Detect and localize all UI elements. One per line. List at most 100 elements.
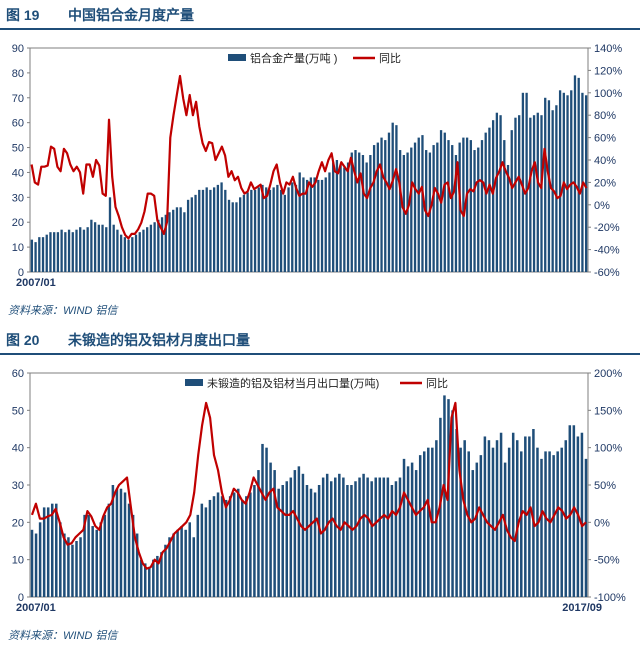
right-tick-label: -20% <box>594 222 620 234</box>
bar <box>418 455 422 597</box>
figure-19-title: 中国铝合金月度产量 <box>68 7 194 23</box>
bar <box>46 507 50 597</box>
bar <box>281 485 284 597</box>
left-tick-label: 20 <box>12 217 24 229</box>
bar <box>190 197 193 272</box>
bar <box>156 555 159 597</box>
right-tick-label: -40% <box>594 245 620 257</box>
aluminum-alloy-production-chart: 0 10 20 30 40 50 60 70 80 90 -60% -40% -20% 0% 20% 40% 6… <box>12 43 623 289</box>
bar <box>224 189 227 272</box>
bar <box>451 410 454 597</box>
bar <box>228 496 232 597</box>
bar <box>60 229 63 272</box>
bar <box>160 217 164 272</box>
bar <box>261 184 264 272</box>
bar <box>108 197 112 272</box>
bar <box>358 152 361 272</box>
bar <box>209 189 212 272</box>
bar <box>467 451 470 597</box>
bar <box>257 470 260 597</box>
bar <box>123 237 127 272</box>
bar <box>301 473 305 597</box>
bar <box>471 470 475 597</box>
bar <box>354 481 357 597</box>
figure-20-panel: 图 20 未锻造的铝及铝材月度出口量 0 10 20 30 40 50 60 -100% -50… <box>0 325 640 647</box>
bar <box>469 140 472 272</box>
bar <box>370 481 373 597</box>
bar <box>436 142 439 272</box>
bar <box>188 522 191 597</box>
bar <box>245 496 248 597</box>
legend-bar-swatch <box>228 54 246 61</box>
right-tick-label: 0% <box>594 200 610 212</box>
bar <box>227 199 231 272</box>
bar <box>168 537 171 597</box>
bar <box>298 172 301 272</box>
bar <box>346 485 349 597</box>
bar <box>105 227 108 272</box>
right-tick-label: 80% <box>594 110 616 122</box>
bar <box>268 189 272 272</box>
bar <box>475 462 479 597</box>
bar <box>82 229 86 272</box>
bar <box>75 229 78 272</box>
bar <box>176 529 179 597</box>
bar <box>325 473 329 597</box>
bar <box>257 187 260 272</box>
bar <box>320 179 324 272</box>
bar <box>378 477 382 597</box>
bar <box>232 492 236 597</box>
bar <box>291 182 294 272</box>
bar <box>183 212 186 272</box>
bar <box>216 492 220 597</box>
bar <box>488 127 491 273</box>
bar <box>410 462 414 597</box>
bar <box>172 533 175 597</box>
bar <box>473 150 476 272</box>
left-tick-label: 90 <box>12 43 24 55</box>
bar <box>577 77 580 272</box>
bar <box>246 192 249 272</box>
right-tick-label: -60% <box>594 267 620 279</box>
right-tick-label: 40% <box>594 155 616 167</box>
bar <box>279 189 283 272</box>
bar <box>153 222 156 272</box>
legend-line-label: 同比 <box>379 52 401 65</box>
bar <box>212 187 216 272</box>
bar <box>87 514 90 597</box>
bar <box>495 112 499 272</box>
bar <box>511 432 515 597</box>
bar <box>164 544 167 597</box>
bar <box>64 232 67 272</box>
bar <box>572 425 576 597</box>
bar <box>204 507 208 597</box>
bar <box>123 492 127 597</box>
bar <box>45 234 48 272</box>
bar <box>406 152 409 272</box>
bar <box>91 526 94 597</box>
bar <box>338 473 341 597</box>
left-tick-label: 10 <box>12 555 24 567</box>
bar <box>480 140 484 272</box>
bar <box>503 140 506 272</box>
left-tick-label: 50 <box>12 405 24 417</box>
bar <box>495 440 499 597</box>
bar <box>160 552 163 597</box>
bar <box>103 514 107 597</box>
bar <box>179 207 182 272</box>
bar <box>305 179 309 272</box>
bar <box>50 503 54 597</box>
bar <box>584 95 588 273</box>
bar <box>34 242 37 272</box>
bar <box>520 451 523 597</box>
bar <box>427 447 430 597</box>
bar <box>198 189 201 272</box>
bar <box>398 150 402 272</box>
left-tick-label: 30 <box>12 480 24 492</box>
yoy-line <box>30 401 587 570</box>
bar <box>216 184 220 272</box>
bar <box>465 137 469 272</box>
aluminum-export-chart: 0 10 20 30 40 50 60 -100% -50% 0% 50% 100% 150% 200% 2… <box>12 368 626 614</box>
bar <box>42 507 46 597</box>
bar <box>463 440 466 597</box>
